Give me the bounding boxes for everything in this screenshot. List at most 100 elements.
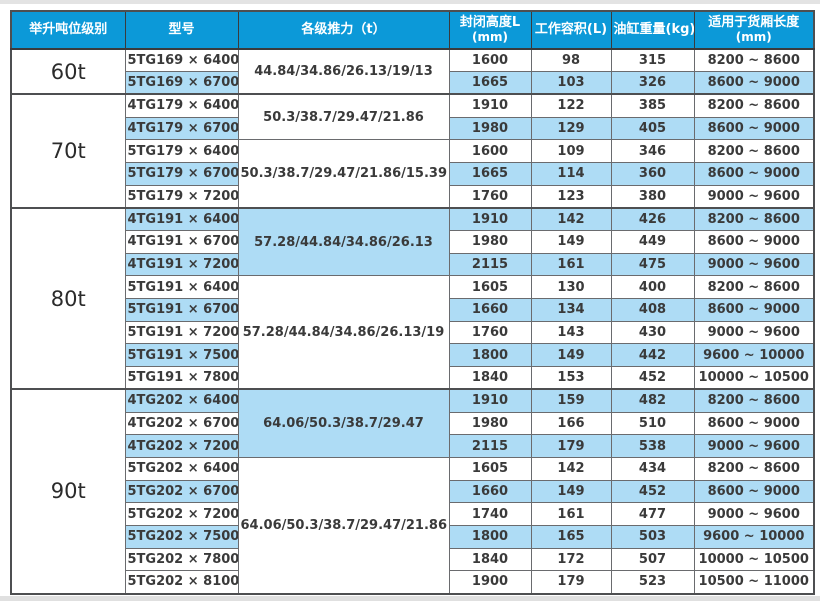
model-cell: 5TG202 × 7200 — [124, 502, 239, 526]
table-row: 60t 5TG169 × 6400 44.84/34.86/26.13/19/13 1… — [10, 47, 815, 95]
working-volume-cell: 149 — [530, 230, 612, 254]
model-cell: 5TG169 × 6400 — [124, 48, 239, 73]
tonnage-cell: 60t — [10, 47, 126, 95]
table-row: 5TG169 × 6700 1665 103 326 8600 ~ 9000 — [11, 71, 815, 95]
cargo-length-cell: 9600 ~ 10000 — [693, 524, 815, 549]
cylinder-weight-cell: 430 — [610, 320, 695, 345]
closed-height-cell: 1605 — [448, 456, 532, 481]
closed-height-cell: 1900 — [448, 570, 532, 594]
closed-height-cell: 1980 — [448, 411, 532, 436]
working-volume-cell: 179 — [530, 434, 612, 458]
header-cargo-length: 适用于货厢长度 (mm) — [693, 10, 815, 50]
cargo-length-cell: 9600 ~ 10000 — [693, 343, 815, 368]
thrust-cell: 64.06/50.3/38.7/29.47 — [237, 388, 450, 458]
working-volume-cell: 149 — [530, 479, 612, 504]
closed-height-cell: 1600 — [448, 48, 532, 73]
cylinder-weight-cell: 315 — [610, 48, 695, 73]
header-tonnage-label: 举升吨位级别 — [29, 21, 108, 37]
closed-height-cell: 1840 — [448, 547, 532, 572]
table-row: 4TG191 × 6700 1980 149 449 8600 ~ 9000 — [11, 230, 815, 254]
cargo-length-cell: 8200 ~ 8600 — [693, 388, 815, 413]
working-volume-cell: 98 — [530, 48, 612, 73]
model-cell: 5TG179 × 6400 — [124, 139, 239, 163]
header-working-volume-label: 工作容积(L) — [534, 21, 608, 37]
model-cell: 4TG179 × 6700 — [124, 116, 239, 141]
working-volume-cell: 129 — [530, 116, 612, 141]
cylinder-weight-cell: 452 — [610, 366, 695, 390]
header-cylinder-weight: 油缸重量(kg) — [610, 10, 695, 50]
cylinder-weight-cell: 482 — [610, 388, 695, 413]
table-row: 4TG191 × 7200 2115 161 475 9000 ~ 9600 — [11, 252, 815, 277]
model-cell: 5TG202 × 6400 — [124, 456, 239, 481]
cargo-length-cell: 8600 ~ 9000 — [693, 479, 815, 504]
model-cell: 4TG202 × 6700 — [124, 411, 239, 436]
closed-height-cell: 1910 — [448, 388, 532, 413]
cargo-length-cell: 10000 ~ 10500 — [693, 547, 815, 572]
header-model-label: 型号 — [168, 21, 195, 37]
cargo-length-cell: 9000 ~ 9600 — [693, 434, 815, 458]
header-thrust-label: 各级推力（t） — [301, 21, 386, 37]
cargo-length-cell: 9000 ~ 9600 — [693, 502, 815, 526]
table-row: 5TG179 × 6400 50.3/38.7/29.47/21.86/15.39… — [11, 139, 815, 209]
working-volume-cell: 149 — [530, 343, 612, 368]
working-volume-cell: 159 — [530, 388, 612, 413]
closed-height-cell: 1660 — [448, 298, 532, 322]
closed-height-cell: 2115 — [448, 252, 532, 277]
model-cell: 5TG191 × 6700 — [124, 298, 239, 322]
cylinder-weight-cell: 452 — [610, 479, 695, 504]
thrust-cell: 50.3/38.7/29.47/21.86 — [237, 93, 450, 141]
table-body: 60t 5TG169 × 6400 44.84/34.86/26.13/19/13 1… — [10, 47, 815, 595]
working-volume-cell: 123 — [530, 184, 612, 209]
cylinder-weight-cell: 449 — [610, 230, 695, 254]
table-row: 5TG191 × 7200 1760 143 430 9000 ~ 9600 — [11, 320, 815, 345]
cargo-length-cell: 9000 ~ 9600 — [693, 252, 815, 277]
page-edge-bottom — [0, 596, 820, 601]
working-volume-cell: 166 — [530, 411, 612, 436]
header-closed-height-label: 封闭高度L — [459, 14, 521, 30]
closed-height-cell: 1800 — [448, 524, 532, 549]
cylinder-weight-cell: 346 — [610, 139, 695, 163]
cylinder-weight-cell: 510 — [610, 411, 695, 436]
cargo-length-cell: 8200 ~ 8600 — [693, 93, 815, 118]
model-cell: 4TG202 × 7200 — [124, 434, 239, 458]
cylinder-weight-cell: 503 — [610, 524, 695, 549]
cargo-length-cell: 10000 ~ 10500 — [693, 366, 815, 390]
cylinder-weight-cell: 405 — [610, 116, 695, 141]
cylinder-weight-cell: 538 — [610, 434, 695, 458]
working-volume-cell: 153 — [530, 366, 612, 390]
closed-height-cell: 1760 — [448, 320, 532, 345]
cylinder-weight-cell: 400 — [610, 275, 695, 300]
cargo-length-cell: 8200 ~ 8600 — [693, 275, 815, 300]
header-thrust: 各级推力（t） — [237, 10, 450, 50]
cylinder-weight-cell: 434 — [610, 456, 695, 481]
closed-height-cell: 1980 — [448, 230, 532, 254]
cylinder-spec-table: 举升吨位级别 型号 各级推力（t） 封闭高度L (mm) 工作容积(L) 油缸重量… — [10, 10, 815, 595]
table-row: 5TG202 × 7200 1740 161 477 9000 ~ 9600 — [11, 502, 815, 526]
model-cell: 5TG169 × 6700 — [124, 71, 239, 95]
model-cell: 4TG191 × 6700 — [124, 230, 239, 254]
thrust-cell: 50.3/38.7/29.47/21.86/15.39 — [237, 139, 450, 209]
cargo-length-cell: 9000 ~ 9600 — [693, 184, 815, 209]
thrust-cell: 44.84/34.86/26.13/19/13 — [237, 47, 450, 95]
cylinder-weight-cell: 385 — [610, 93, 695, 118]
cylinder-weight-cell: 360 — [610, 161, 695, 186]
working-volume-cell: 142 — [530, 456, 612, 481]
cargo-length-cell: 8600 ~ 9000 — [693, 161, 815, 186]
tonnage-cell: 90t — [10, 388, 126, 595]
cylinder-weight-cell: 326 — [610, 71, 695, 95]
cylinder-weight-cell: 477 — [610, 502, 695, 526]
closed-height-cell: 1760 — [448, 184, 532, 209]
header-model: 型号 — [124, 10, 239, 50]
cargo-length-cell: 9000 ~ 9600 — [693, 320, 815, 345]
table-row: 4TG202 × 6700 1980 166 510 8600 ~ 9000 — [11, 411, 815, 436]
closed-height-cell: 1605 — [448, 275, 532, 300]
header-tonnage: 举升吨位级别 — [10, 10, 126, 50]
thrust-cell: 57.28/44.84/34.86/26.13 — [237, 206, 450, 277]
cargo-length-cell: 8600 ~ 9000 — [693, 298, 815, 322]
closed-height-cell: 1600 — [448, 139, 532, 163]
table-row: 5TG202 × 6400 64.06/50.3/38.7/29.47/21.86… — [11, 456, 815, 595]
closed-height-cell: 1910 — [448, 206, 532, 231]
model-cell: 5TG191 × 7500 — [124, 343, 239, 368]
cargo-length-cell: 8200 ~ 8600 — [693, 139, 815, 163]
table-row: 5TG202 × 8100 1900 179 523 10500 ~ 11000 — [11, 570, 815, 594]
